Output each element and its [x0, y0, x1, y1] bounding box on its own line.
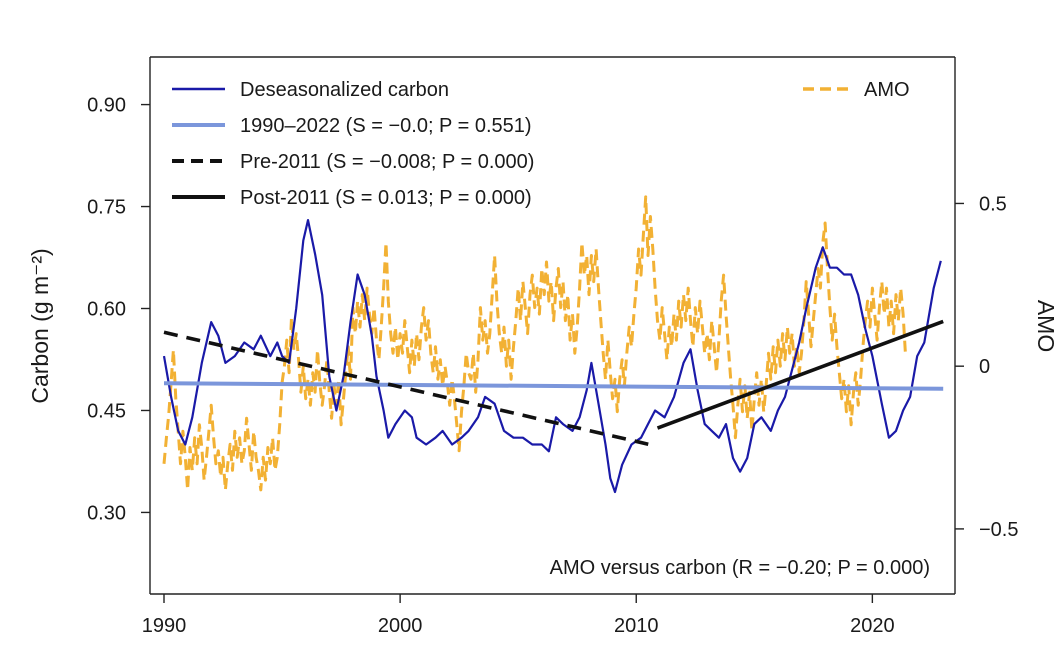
legend-label-trend_pre: Pre-2011 (S = −0.008; P = 0.000): [240, 151, 534, 173]
legend-label-trend_full: 1990–2022 (S = −0.0; P = 0.551): [240, 115, 532, 137]
x-axis-ticks: 1990 2000 2010 2020: [142, 594, 895, 637]
right-axis-ticks: −0.5 0 0.5: [955, 193, 1018, 541]
legend-label-carbon: Deseasonalized carbon: [240, 79, 449, 101]
plot-area: [149, 56, 956, 595]
series-layer: [162, 195, 944, 494]
trend-pre-2011-line: [163, 330, 656, 448]
right-tick-label: 0: [979, 356, 990, 378]
right-axis-title: AMO: [1033, 300, 1059, 352]
left-tick-label: 0.45: [87, 400, 126, 422]
x-tick-label: 2020: [850, 615, 895, 637]
legend: Deseasonalized carbon 1990–2022 (S = −0.0…: [172, 79, 910, 209]
left-axis-ticks: 0.30 0.45 0.60 0.75 0.90: [87, 95, 150, 524]
left-tick-label: 0.30: [87, 502, 126, 524]
left-axis-title: Carbon (g m⁻²): [27, 248, 53, 403]
amo-series-line: [162, 195, 907, 492]
trend-1990-2022-line: [163, 381, 944, 391]
correlation-annotation: AMO versus carbon (R = −0.20; P = 0.000): [550, 557, 930, 579]
legend-label-amo: AMO: [864, 79, 910, 101]
right-tick-label: 0.5: [979, 193, 1007, 215]
trend-post-2011-line: [656, 319, 944, 430]
x-tick-label: 2000: [378, 615, 423, 637]
left-tick-label: 0.60: [87, 299, 126, 321]
legend-label-trend_post: Post-2011 (S = 0.013; P = 0.000): [240, 187, 532, 209]
left-tick-label: 0.75: [87, 197, 126, 219]
x-tick-label: 1990: [142, 615, 187, 637]
x-tick-label: 2010: [614, 615, 659, 637]
carbon-series-line: [162, 219, 942, 494]
left-tick-label: 0.90: [87, 95, 126, 117]
right-tick-label: −0.5: [979, 519, 1018, 541]
